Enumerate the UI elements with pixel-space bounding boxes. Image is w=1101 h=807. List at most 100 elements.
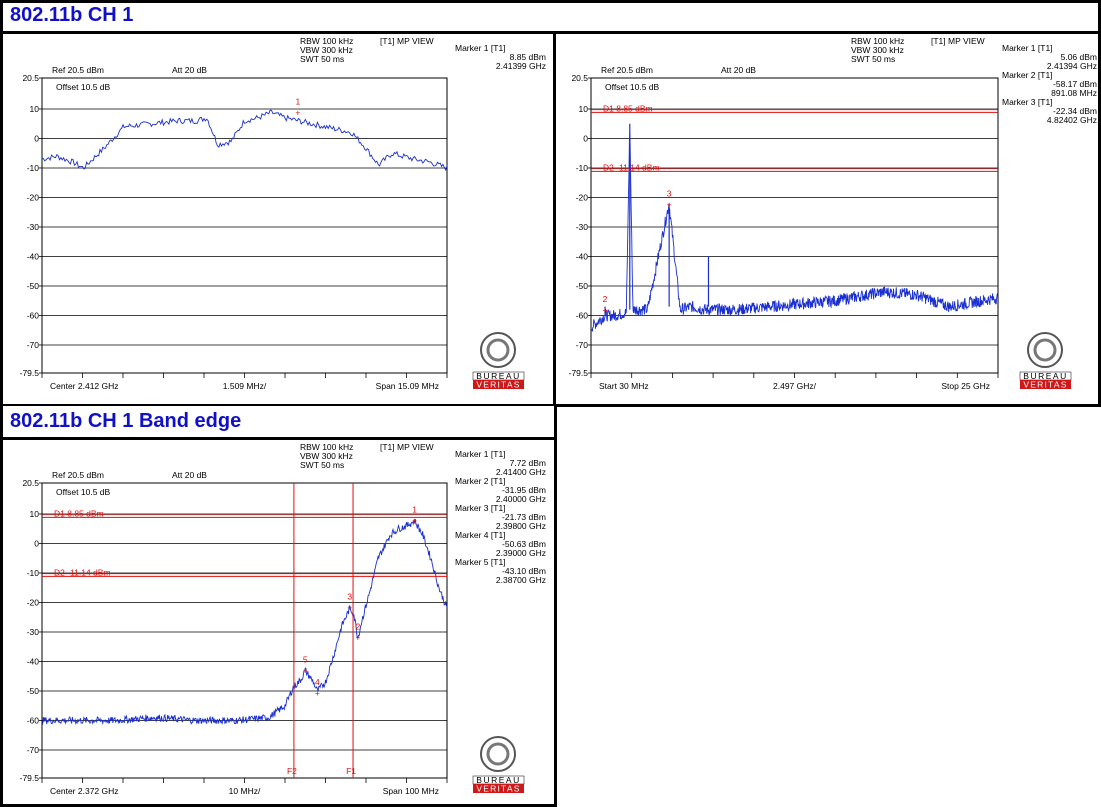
y-tick-label: -50: [576, 281, 589, 291]
logo-bottom-bar: [473, 380, 524, 389]
y-tick-label: -79.5: [20, 368, 40, 378]
marker-number: 3: [667, 188, 672, 198]
y-tick-label: -10: [576, 163, 589, 173]
trace-line: [41, 518, 448, 726]
marker-point: +: [412, 516, 417, 526]
attenuation: Att 20 dB: [721, 65, 756, 75]
y-tick-label: -70: [27, 340, 40, 350]
y-tick-label: -40: [27, 656, 40, 666]
marker-amplitude: -31.95 dBm: [502, 485, 546, 495]
rbw-label: RBW 100 kHz: [300, 36, 353, 46]
y-tick-label: -10: [27, 163, 40, 173]
marker-label: Marker 4 [T1]: [455, 530, 506, 540]
y-tick-label: -50: [27, 686, 40, 696]
rbw-label: RBW 100 kHz: [300, 442, 353, 452]
marker-frequency: 2.41400 GHz: [496, 467, 546, 477]
marker-number: 4: [315, 677, 320, 687]
y-tick-label: -20: [576, 192, 589, 202]
trace-line: [590, 132, 999, 332]
logo-text-bottom: VERITAS: [476, 784, 520, 794]
y-tick-label: -60: [27, 310, 40, 320]
marker-label: Marker 1 [T1]: [455, 43, 506, 53]
footer-right: Span 15.09 MHz: [376, 381, 439, 391]
plot-frame: [41, 482, 448, 779]
limit-label: D1 8.85 dBm: [54, 508, 104, 518]
y-tick-label: 20.5: [571, 73, 588, 83]
marker-point: +: [347, 603, 352, 613]
limit-label: D1 8.85 dBm: [603, 103, 653, 113]
logo-emblem: [486, 742, 510, 766]
marker-label: Marker 1 [T1]: [1002, 43, 1053, 53]
vbw-label: VBW 300 kHz: [851, 45, 904, 55]
y-tick-label: -20: [27, 597, 40, 607]
footer-mid: 1.509 MHz/: [223, 381, 267, 391]
marker-amplitude: -21.73 dBm: [502, 512, 546, 522]
ref-level: Ref 20.5 dBm: [52, 470, 104, 480]
y-tick-label: -50: [27, 281, 40, 291]
marker-frequency: 2.41394 GHz: [1047, 61, 1097, 71]
offset-label: Offset 10.5 dB: [56, 82, 111, 92]
marker-amplitude: 7.72 dBm: [510, 458, 546, 468]
y-tick-label: 0: [34, 538, 39, 548]
panel-title: 802.11b CH 1 Band edge: [10, 410, 242, 432]
y-tick-label: -70: [27, 745, 40, 755]
footer-right: Stop 25 GHz: [941, 381, 990, 391]
ref-level: Ref 20.5 dBm: [52, 65, 104, 75]
marker-number: 1: [296, 96, 301, 106]
frequency-line-label: F1: [346, 766, 356, 776]
marker-amplitude: 8.85 dBm: [510, 52, 546, 62]
marker-amplitude: 5.06 dBm: [1061, 52, 1097, 62]
y-tick-label: -40: [27, 251, 40, 261]
trace-line: [41, 109, 448, 172]
footer-left: Center 2.372 GHz: [50, 786, 119, 796]
footer-left: Center 2.412 GHz: [50, 381, 119, 391]
y-tick-label: 10: [579, 104, 589, 114]
y-tick-label: -30: [576, 222, 589, 232]
plot-frame: [590, 77, 999, 374]
marker-frequency: 2.38700 GHz: [496, 575, 546, 585]
limit-label: D2 -11.14 dBm: [603, 162, 660, 172]
marker-frequency: 2.40000 GHz: [496, 494, 546, 504]
marker-label: Marker 3 [T1]: [455, 503, 506, 513]
offset-label: Offset 10.5 dB: [605, 82, 660, 92]
view-mode: [T1] MP VIEW: [380, 442, 434, 452]
marker-number: 2: [603, 294, 608, 304]
y-tick-label: -30: [27, 222, 40, 232]
y-tick-label: 20.5: [22, 478, 39, 488]
limit-label: D2 -11.14 dBm: [54, 567, 111, 577]
logo-text-top: BUREAU: [1023, 371, 1067, 381]
marker-frequency: 2.41399 GHz: [496, 61, 546, 71]
marker-label: Marker 1 [T1]: [455, 449, 506, 459]
marker-frequency: 2.39800 GHz: [496, 521, 546, 531]
marker-label: Marker 5 [T1]: [455, 557, 506, 567]
y-tick-label: -40: [576, 251, 589, 261]
marker-amplitude: -50.63 dBm: [502, 539, 546, 549]
view-mode: [T1] MP VIEW: [380, 36, 434, 46]
marker-label: Marker 2 [T1]: [455, 476, 506, 486]
logo-text-bottom: VERITAS: [476, 380, 520, 390]
panel-ch1: 802.11b CH 1 RBW 100 kHz VBW 300 kHz SWT 5…: [0, 0, 1101, 407]
marker-point: +: [295, 107, 300, 117]
attenuation: Att 20 dB: [172, 65, 207, 75]
vbw-label: VBW 300 kHz: [300, 45, 353, 55]
frequency-line-label: F2: [287, 766, 297, 776]
marker-amplitude: -58.17 dBm: [1053, 79, 1097, 89]
marker-point: +: [315, 688, 320, 698]
view-mode: [T1] MP VIEW: [931, 36, 985, 46]
y-tick-label: -60: [576, 310, 589, 320]
attenuation: Att 20 dB: [172, 470, 207, 480]
marker-number: 5: [303, 655, 308, 665]
marker-point: +: [303, 666, 308, 676]
marker-number: 2: [356, 622, 361, 632]
marker-amplitude: -22.34 dBm: [1053, 106, 1097, 116]
marker-amplitude: -43.10 dBm: [502, 566, 546, 576]
panel-title: 802.11b CH 1: [10, 4, 134, 26]
swt-label: SWT 50 ms: [300, 54, 344, 64]
logo-bottom-bar: [473, 784, 524, 793]
logo-bottom-bar: [1020, 380, 1071, 389]
footer-right: Span 100 MHz: [383, 786, 439, 796]
offset-label: Offset 10.5 dB: [56, 487, 111, 497]
logo-text-top: BUREAU: [476, 775, 520, 785]
logo-emblem: [1033, 338, 1057, 362]
